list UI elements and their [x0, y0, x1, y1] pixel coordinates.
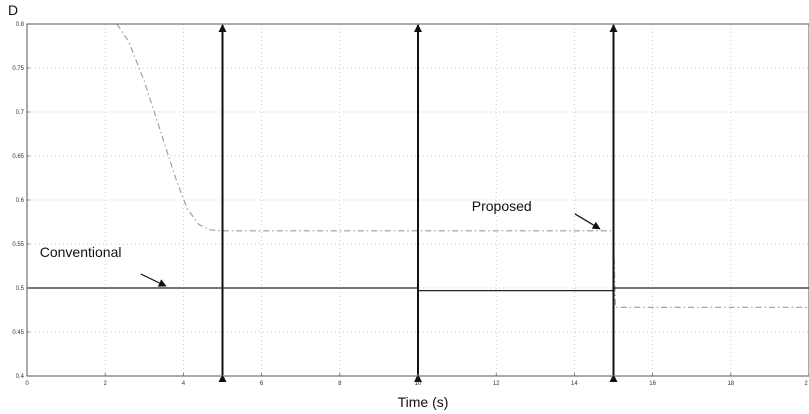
x-tick-label: 4 — [182, 381, 186, 387]
x-tick-label: 18 — [727, 381, 734, 387]
y-tick-label: 0.5 — [16, 286, 25, 292]
x-tick-label: 10 — [415, 381, 422, 387]
annotation-label: Conventional — [40, 244, 122, 260]
x-axis-label: Time (s) — [398, 394, 449, 410]
x-tick-label: 14 — [571, 381, 578, 387]
tick-labels: 0 2 4 6 8 10 12 14 16 18 2 0.4 0.45 0.5 0.55 0.6 0.65 0.7… — [12, 22, 809, 387]
annotation-pointer — [140, 273, 167, 287]
x-tick-label: 6 — [260, 381, 264, 387]
x-tick-label: 16 — [649, 381, 656, 387]
y-tick-label: 0.45 — [12, 330, 24, 336]
annotation-pointer — [574, 213, 601, 230]
annotations: Proposed Conventional — [40, 198, 601, 287]
x-tick-label: 0 — [25, 381, 29, 387]
x-tick-label: 2 — [104, 381, 108, 387]
y-tick-label: 0.8 — [16, 22, 25, 28]
y-tick-label: 0.55 — [12, 242, 24, 248]
y-tick-label: 0.7 — [16, 110, 25, 116]
y-tick-label: 0.4 — [16, 374, 25, 380]
y-tick-label: 0.6 — [16, 198, 25, 204]
marker-arrows — [218, 24, 618, 382]
series-line-conventional — [27, 287, 809, 292]
series-line-proposed — [116, 23, 809, 308]
x-tick-label: 12 — [493, 381, 500, 387]
x-tick-label: 2 — [804, 381, 808, 387]
annotation-label: Proposed — [472, 198, 532, 214]
series-group — [27, 23, 809, 308]
y-axis-label: D — [8, 2, 18, 18]
y-tick-label: 0.65 — [12, 154, 24, 160]
y-tick-label: 0.75 — [12, 66, 24, 72]
x-tick-label: 8 — [338, 381, 342, 387]
